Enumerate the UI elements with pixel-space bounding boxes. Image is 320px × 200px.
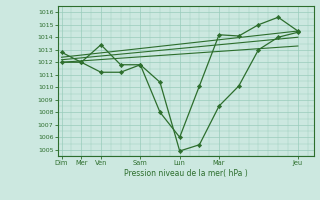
X-axis label: Pression niveau de la mer( hPa ): Pression niveau de la mer( hPa ): [124, 169, 247, 178]
